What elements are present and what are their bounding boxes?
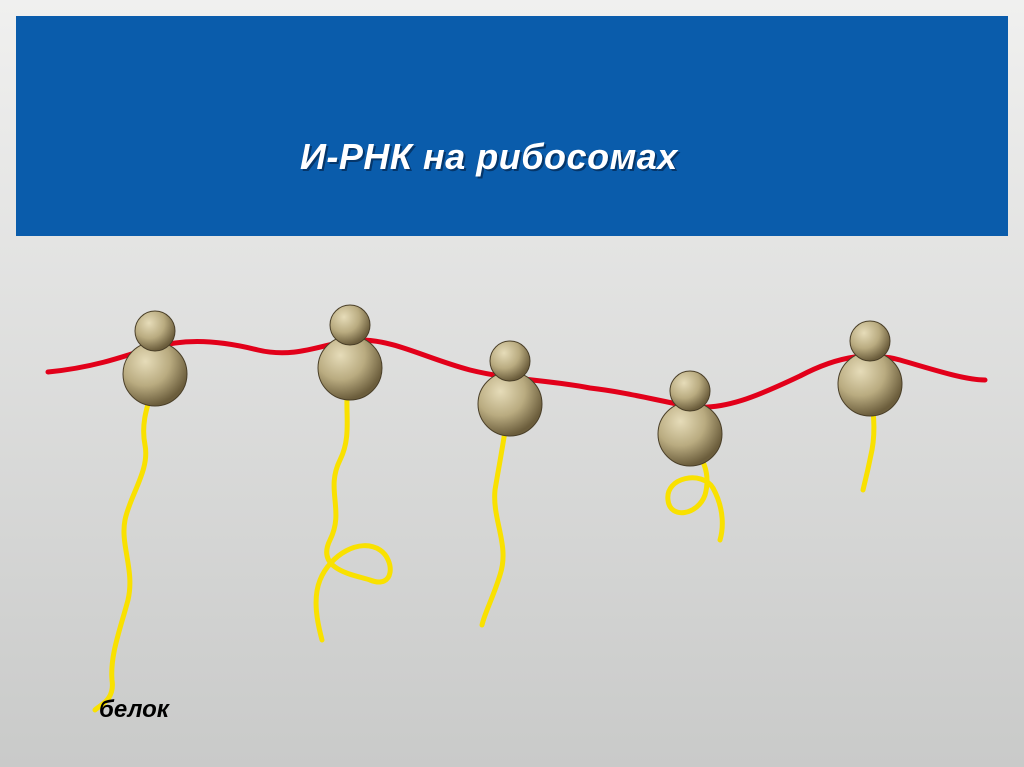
ribosome-small-subunit — [850, 321, 890, 361]
diagram-canvas — [0, 0, 1024, 767]
slide: И-РНК на рибосомах белок — [0, 0, 1024, 767]
ribosome-large-subunit — [478, 372, 542, 436]
title-banner — [16, 16, 1008, 236]
ribosome-large-subunit — [123, 342, 187, 406]
ribosome-small-subunit — [490, 341, 530, 381]
ribosome-small-subunit — [135, 311, 175, 351]
ribosome-small-subunit — [670, 371, 710, 411]
slide-title: И-РНК на рибосомах — [300, 136, 678, 178]
ribosome-small-subunit — [330, 305, 370, 345]
ribosome-large-subunit — [318, 336, 382, 400]
protein-label: белок — [99, 696, 169, 724]
ribosome-large-subunit — [838, 352, 902, 416]
ribosome-large-subunit — [658, 402, 722, 466]
